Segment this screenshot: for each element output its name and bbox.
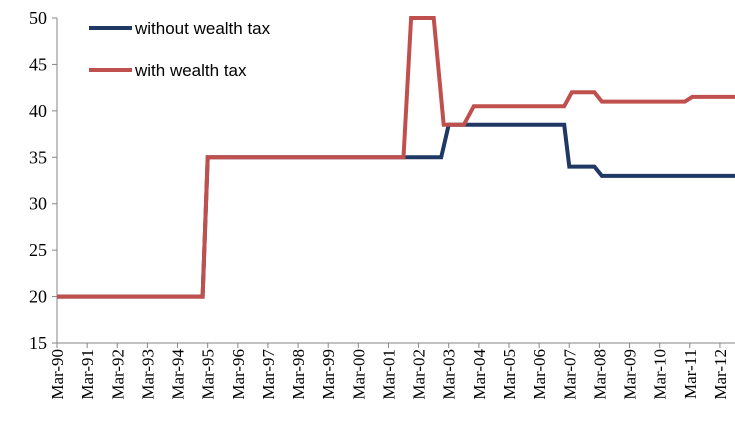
x-tick-label: Mar-11 [681, 349, 700, 399]
x-tick-label: Mar-90 [48, 349, 67, 400]
x-tick-label: Mar-10 [651, 349, 670, 400]
y-tick-label: 40 [29, 101, 47, 121]
x-tick-label: Mar-94 [169, 349, 188, 400]
x-tick-label: Mar-01 [379, 349, 398, 400]
y-axis: 15 20 25 30 35 40 45 50 [29, 8, 58, 353]
x-tick-label: Mar-97 [259, 349, 278, 400]
x-tick-label: Mar-05 [500, 349, 519, 400]
y-tick-label: 35 [29, 147, 47, 167]
y-tick-label: 20 [29, 287, 47, 307]
series-line-1 [57, 122, 735, 299]
legend: without wealth tax with wealth tax [89, 19, 271, 80]
x-tick-label: Mar-03 [440, 349, 459, 400]
x-tick-label: Mar-08 [590, 349, 609, 400]
x-tick-label: Mar-12 [711, 349, 730, 400]
y-tick-label: 30 [29, 194, 47, 214]
x-tick-label: Mar-92 [108, 349, 127, 400]
x-tick-label: Mar-91 [78, 349, 97, 400]
x-tick-label: Mar-96 [229, 349, 248, 400]
legend-label-2: with wealth tax [134, 61, 247, 80]
series-line-2 [57, 16, 735, 299]
legend-label-1: without wealth tax [134, 19, 271, 38]
y-tick-label: 15 [29, 333, 47, 353]
x-tick-label: Mar-99 [319, 349, 338, 400]
x-tick-label: Mar-04 [470, 349, 489, 400]
x-tick-label: Mar-93 [138, 349, 157, 400]
x-tick-label: Mar-09 [621, 349, 640, 400]
x-tick-label: Mar-95 [199, 349, 218, 400]
x-tick-label: Mar-07 [560, 349, 579, 400]
x-tick-label: Mar-00 [349, 349, 368, 400]
x-axis: Mar-90 Mar-91 Mar-92 Mar-93 Mar-94 Mar-95 Mar-… [48, 342, 735, 400]
y-tick-label: 45 [29, 54, 47, 74]
y-tick-label: 25 [29, 240, 47, 260]
y-tick-label: 50 [29, 8, 47, 28]
x-tick-label: Mar-06 [530, 349, 549, 400]
series-lines [57, 16, 735, 299]
x-tick-label: Mar-02 [410, 349, 429, 400]
x-tick-label: Mar-98 [289, 349, 308, 400]
